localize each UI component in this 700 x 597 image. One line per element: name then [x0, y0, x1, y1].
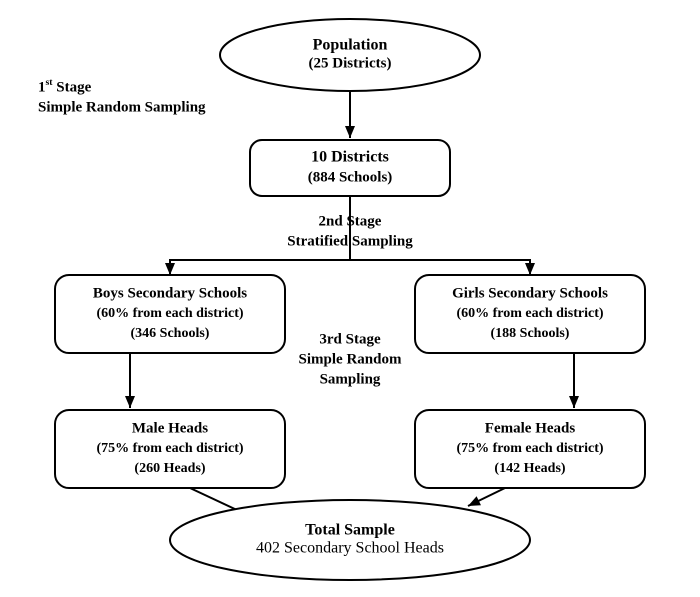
label-stage2-line: Stratified Sampling: [287, 233, 413, 249]
node-text-line: (188 Schools): [491, 326, 570, 341]
arrowhead: [525, 263, 535, 275]
label-stage3-line: Simple Random: [299, 351, 402, 367]
label-stage3-line: 3rd Stage: [319, 331, 381, 347]
arrowhead: [125, 396, 135, 408]
label-stage3-line: Sampling: [320, 371, 381, 387]
node-text-line: (75% from each district): [96, 441, 243, 456]
label-stage1-line: Simple Random Sampling: [38, 99, 206, 115]
node-text-line: (60% from each district): [456, 306, 603, 321]
node-text-line: 402 Secondary School Heads: [256, 540, 444, 557]
arrowhead: [569, 396, 579, 408]
node-text-line: (25 Districts): [309, 55, 392, 71]
node-text-line: Male Heads: [132, 420, 208, 436]
node-text-line: (346 Schools): [131, 326, 210, 341]
node-text-line: (884 Schools): [308, 169, 393, 185]
label-stage1-line: 1st Stage: [38, 77, 92, 96]
node-text-line: (260 Heads): [134, 461, 206, 476]
node-text-line: (142 Heads): [494, 461, 566, 476]
arrowhead: [345, 126, 355, 138]
node-text-line: Girls Secondary Schools: [452, 285, 608, 301]
node-text-line: Female Heads: [485, 420, 576, 436]
node-text-line: (75% from each district): [456, 441, 603, 456]
node-text-line: (60% from each district): [96, 306, 243, 321]
arrowhead: [165, 263, 175, 275]
node-text-line: 10 Districts: [311, 149, 389, 166]
node-text-line: Total Sample: [305, 522, 395, 539]
node-text-line: Boys Secondary Schools: [93, 285, 247, 301]
label-stage2-line: 2nd Stage: [319, 213, 382, 229]
node-text-line: Population: [313, 37, 388, 54]
